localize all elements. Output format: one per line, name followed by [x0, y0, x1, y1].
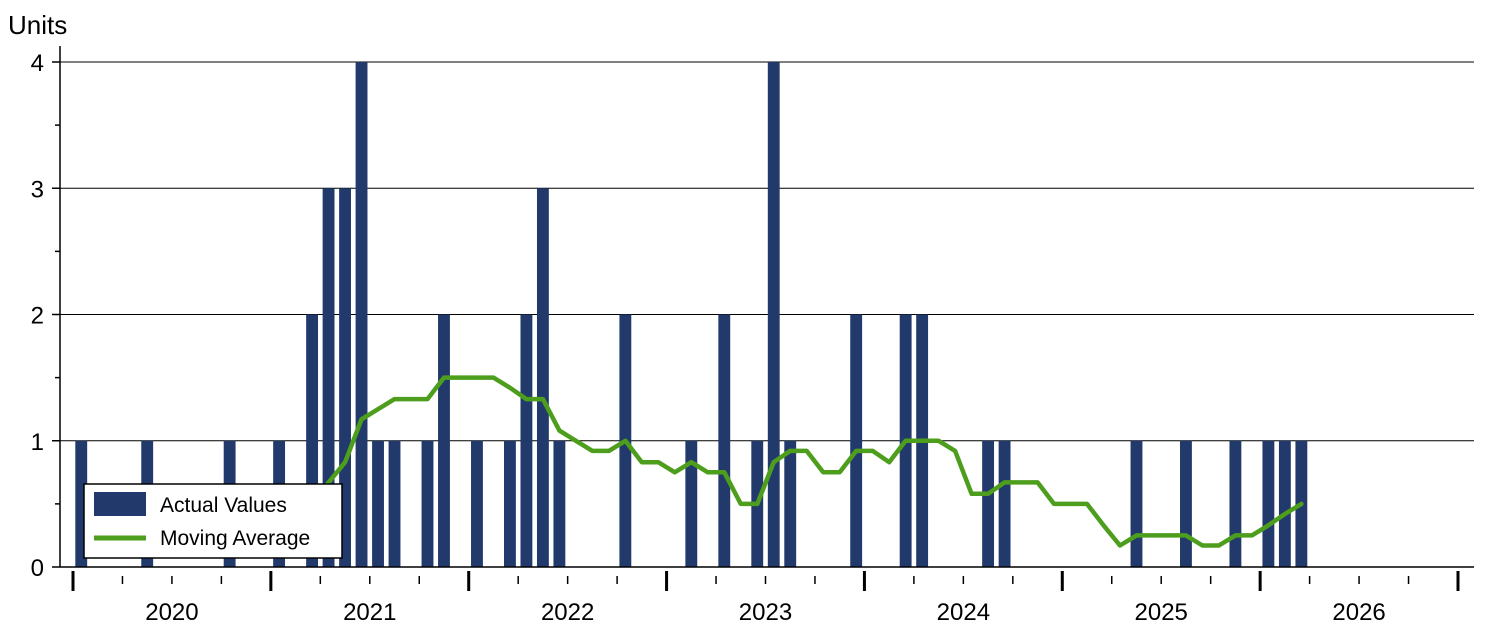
x-tick-label-2022: 2022 [541, 599, 594, 621]
bar-2021-11 [438, 314, 450, 567]
legend-swatch-actual-values [94, 492, 146, 516]
y-tick-label-0: 0 [31, 555, 44, 582]
bar-2021-10 [421, 440, 434, 567]
bar-2025-08 [1180, 440, 1192, 567]
bar-2021-07 [372, 440, 384, 567]
bar-2025-11 [1229, 440, 1242, 567]
legend: Actual Values Moving Average [83, 483, 343, 559]
bar-2026-01 [1262, 440, 1275, 567]
x-tick-label-2025: 2025 [1135, 599, 1188, 621]
bar-2023-07 [767, 62, 780, 567]
bar-2022-03 [503, 440, 516, 567]
bar-2021-03 [306, 314, 319, 567]
x-tick-label-2024: 2024 [937, 599, 990, 621]
x-tick-label-2021: 2021 [343, 599, 396, 621]
legend-label-actual-values: Actual Values [160, 494, 287, 517]
bar-2025-05 [1130, 440, 1143, 567]
bar-2022-01 [471, 440, 483, 567]
bar-2021-08 [388, 440, 401, 567]
y-tick-label-3: 3 [31, 176, 44, 203]
x-tick-label-2026: 2026 [1332, 599, 1385, 621]
y-axis-title: Units [8, 10, 67, 40]
x-tick-label-2020: 2020 [145, 599, 198, 621]
bar-2022-06 [553, 440, 566, 567]
bar-2022-05 [536, 188, 549, 567]
y-tick-label-2: 2 [31, 303, 44, 330]
bar-2021-04 [322, 188, 335, 567]
y-tick-label-1: 1 [31, 429, 44, 456]
bar-2020-01 [75, 440, 88, 567]
bar-2023-12 [850, 314, 863, 567]
bar-2021-06 [355, 62, 368, 567]
bar-2024-08 [982, 440, 995, 567]
moving-average-line [309, 375, 1304, 548]
bar-2024-09 [998, 440, 1011, 567]
grid-lines [60, 61, 1474, 442]
bar-2023-02 [685, 440, 698, 567]
axes: 0 1 2 3 4 2020 2021 2022 2023 2024 2025 2026 [31, 46, 1474, 621]
bar-2026-02 [1278, 440, 1291, 567]
bar-2022-04 [520, 314, 533, 567]
moving-average-group [309, 375, 1304, 548]
bar-2021-05 [339, 188, 351, 567]
x-tick-label-2023: 2023 [739, 599, 792, 621]
legend-label-moving-average: Moving Average [160, 527, 310, 550]
bar-2023-04 [718, 314, 731, 567]
y-tick-label-4: 4 [31, 50, 44, 77]
bar-2023-08 [784, 440, 797, 567]
